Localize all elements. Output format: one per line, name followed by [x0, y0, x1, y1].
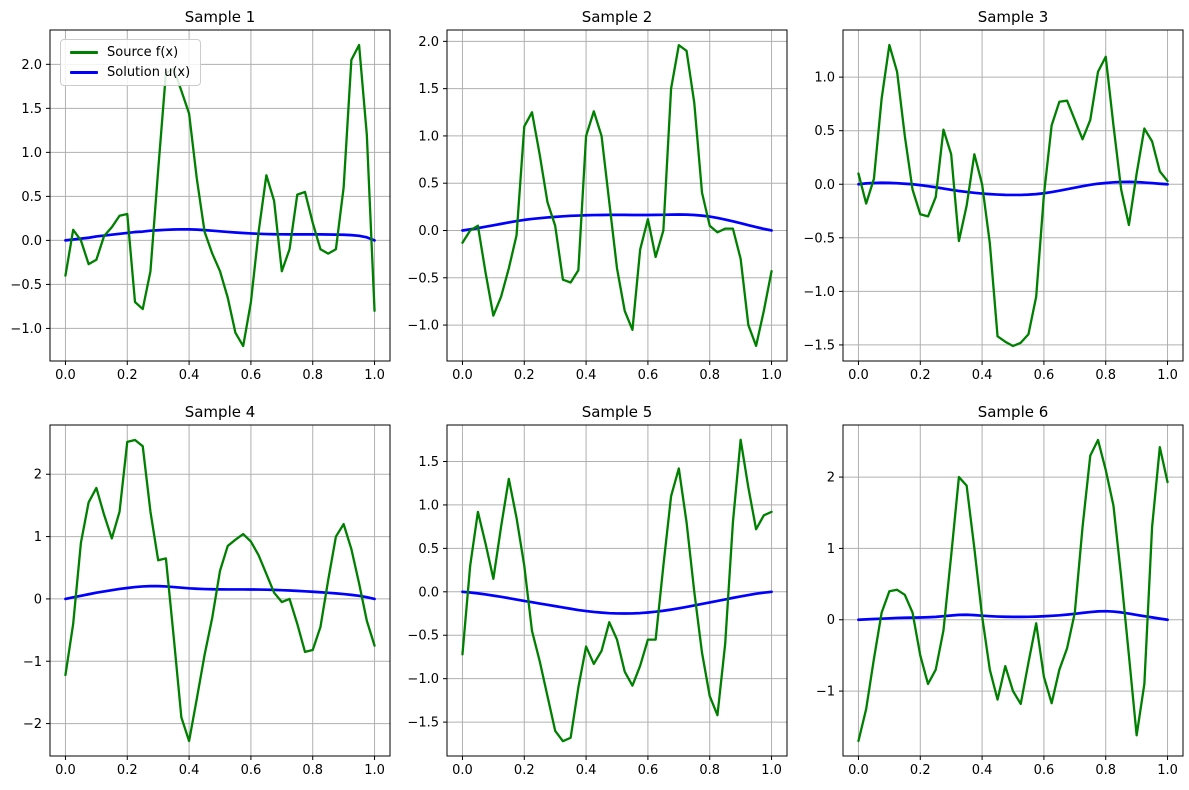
y-tick-label: 1.5 [21, 102, 42, 117]
x-tick-label: 1.0 [364, 763, 385, 778]
subplot-title: Sample 5 [581, 403, 653, 421]
legend: Source f(x) Solution u(x) [60, 39, 202, 86]
y-tick-label: 2 [34, 468, 42, 483]
y-tick-label: 0 [34, 592, 42, 607]
x-tick-label: 0.6 [638, 763, 659, 778]
x-tick-label: 0.8 [302, 763, 323, 778]
subplot-sample-2: 0.0 0.2 0.4 0.6 0.8 1.0 −1.0 −0.5 0.0 0.5 1.0 1.5 2.… [397, 0, 793, 395]
x-tick-label: 0.6 [241, 368, 262, 383]
chart-canvas-1: 0.0 0.2 0.4 0.6 0.8 1.0 −1.0 −0.5 0.0 0.5 1.0 1.5 2.… [10, 29, 391, 383]
y-tick-label: 0.5 [418, 542, 439, 557]
y-tick-label: −1.0 [407, 672, 439, 687]
y-tick-label: 2.0 [21, 58, 42, 73]
y-tick-label: 1 [827, 542, 835, 557]
x-tick-label: 0.0 [55, 763, 76, 778]
y-tick-label: 0.5 [814, 124, 835, 139]
y-tick-label: −0.5 [10, 278, 42, 293]
y-tick-label: −1.0 [10, 322, 42, 337]
x-tick-label: 0.0 [848, 368, 869, 383]
subplot-sample-4: 0.0 0.2 0.4 0.6 0.8 1.0 −2 −1 0 1 2 Sample 4 [0, 395, 396, 790]
x-tick-label: 0.2 [910, 763, 931, 778]
y-tick-label: 0.0 [21, 234, 42, 249]
x-tick-label: 0.8 [1095, 368, 1116, 383]
y-tick-label: 1.5 [418, 455, 439, 470]
y-tick-label: 1.0 [418, 129, 439, 144]
subplot-title: Sample 6 [977, 403, 1049, 421]
y-tick-label: 1 [34, 530, 42, 545]
x-tick-label: 0.2 [117, 368, 138, 383]
x-tick-label: 0.4 [972, 368, 993, 383]
y-tick-label: −1.5 [803, 338, 835, 353]
y-tick-label: −1.0 [407, 319, 439, 334]
x-tick-label: 1.0 [364, 368, 385, 383]
y-tick-label: 0.0 [418, 585, 439, 600]
y-tick-label: 0.5 [21, 190, 42, 205]
x-tick-label: 0.6 [638, 368, 659, 383]
x-tick-label: 0.4 [576, 368, 597, 383]
x-tick-label: 0.2 [910, 368, 931, 383]
y-tick-label: −1 [23, 655, 42, 670]
chart-canvas-6: 0.0 0.2 0.4 0.6 0.8 1.0 −1 0 1 2 [816, 424, 1184, 778]
y-tick-label: 0 [827, 613, 835, 628]
source-line-swatch [70, 51, 98, 54]
subplot-title: Sample 2 [581, 8, 653, 26]
x-tick-label: 0.2 [514, 368, 535, 383]
x-tick-label: 1.0 [1157, 368, 1178, 383]
legend-entry-solution: Solution u(x) [70, 65, 190, 80]
chart-canvas-2: 0.0 0.2 0.4 0.6 0.8 1.0 −1.0 −0.5 0.0 0.5 1.0 1.5 2.… [407, 29, 788, 383]
subplot-sample-1: 0.0 0.2 0.4 0.6 0.8 1.0 −1.0 −0.5 0.0 0.5 1.0 1.5 2.… [0, 0, 396, 395]
y-tick-label: −1.5 [407, 716, 439, 731]
x-tick-label: 0.4 [179, 763, 200, 778]
x-tick-label: 0.4 [179, 368, 200, 383]
y-tick-label: 1.0 [814, 71, 835, 86]
legend-label: Source f(x) [107, 45, 179, 60]
solution-line-swatch [70, 71, 98, 74]
subplot-sample-3: 0.0 0.2 0.4 0.6 0.8 1.0 −1.5 −1.0 −0.5 0.0 0.5 1.0 … [793, 0, 1189, 395]
x-tick-label: 0.8 [699, 763, 720, 778]
chart-canvas-5: 0.0 0.2 0.4 0.6 0.8 1.0 −1.5 −1.0 −0.5 0.0 0.5 1.0 1… [407, 424, 788, 778]
y-tick-label: 0.0 [814, 178, 835, 193]
y-tick-label: −0.5 [407, 629, 439, 644]
x-tick-label: 0.6 [1034, 763, 1055, 778]
x-tick-label: 1.0 [761, 368, 782, 383]
x-tick-label: 1.0 [1157, 763, 1178, 778]
y-tick-label: −1.0 [803, 285, 835, 300]
y-tick-label: −0.5 [803, 231, 835, 246]
x-tick-label: 0.0 [452, 763, 473, 778]
y-tick-label: −2 [23, 717, 42, 732]
x-tick-label: 0.0 [452, 368, 473, 383]
x-tick-label: 0.4 [972, 763, 993, 778]
y-tick-label: 1.0 [21, 146, 42, 161]
x-tick-label: 0.0 [55, 368, 76, 383]
y-tick-label: 1.5 [418, 82, 439, 97]
x-tick-label: 0.8 [302, 368, 323, 383]
chart-canvas-3: 0.0 0.2 0.4 0.6 0.8 1.0 −1.5 −1.0 −0.5 0.0 0.5 1.0 [803, 29, 1184, 383]
y-tick-label: 0.0 [418, 224, 439, 239]
subplot-sample-6: 0.0 0.2 0.4 0.6 0.8 1.0 −1 0 1 2 Sample 6 [793, 395, 1189, 790]
x-tick-label: 0.6 [1034, 368, 1055, 383]
x-tick-label: 0.6 [241, 763, 262, 778]
y-tick-label: −0.5 [407, 271, 439, 286]
x-tick-label: 0.4 [576, 763, 597, 778]
y-tick-label: −1 [816, 685, 835, 700]
x-tick-label: 0.8 [699, 368, 720, 383]
x-tick-label: 0.2 [514, 763, 535, 778]
subplot-title: Sample 4 [184, 403, 256, 421]
subplot-sample-5: 0.0 0.2 0.4 0.6 0.8 1.0 −1.5 −1.0 −0.5 0.0 0.5 1.0 1… [397, 395, 793, 790]
legend-label: Solution u(x) [107, 65, 191, 80]
subplot-title: Sample 3 [977, 8, 1049, 26]
x-tick-label: 0.0 [848, 763, 869, 778]
x-tick-label: 1.0 [761, 763, 782, 778]
chart-canvas-4: 0.0 0.2 0.4 0.6 0.8 1.0 −2 −1 0 1 2 [23, 424, 391, 778]
subplot-title: Sample 1 [184, 8, 256, 26]
x-tick-label: 0.8 [1095, 763, 1116, 778]
y-tick-label: 0.5 [418, 177, 439, 192]
y-tick-label: 2.0 [418, 35, 439, 50]
y-tick-label: 2 [827, 471, 835, 486]
legend-entry-source: Source f(x) [70, 45, 190, 60]
x-tick-label: 0.2 [117, 763, 138, 778]
y-tick-label: 1.0 [418, 498, 439, 513]
